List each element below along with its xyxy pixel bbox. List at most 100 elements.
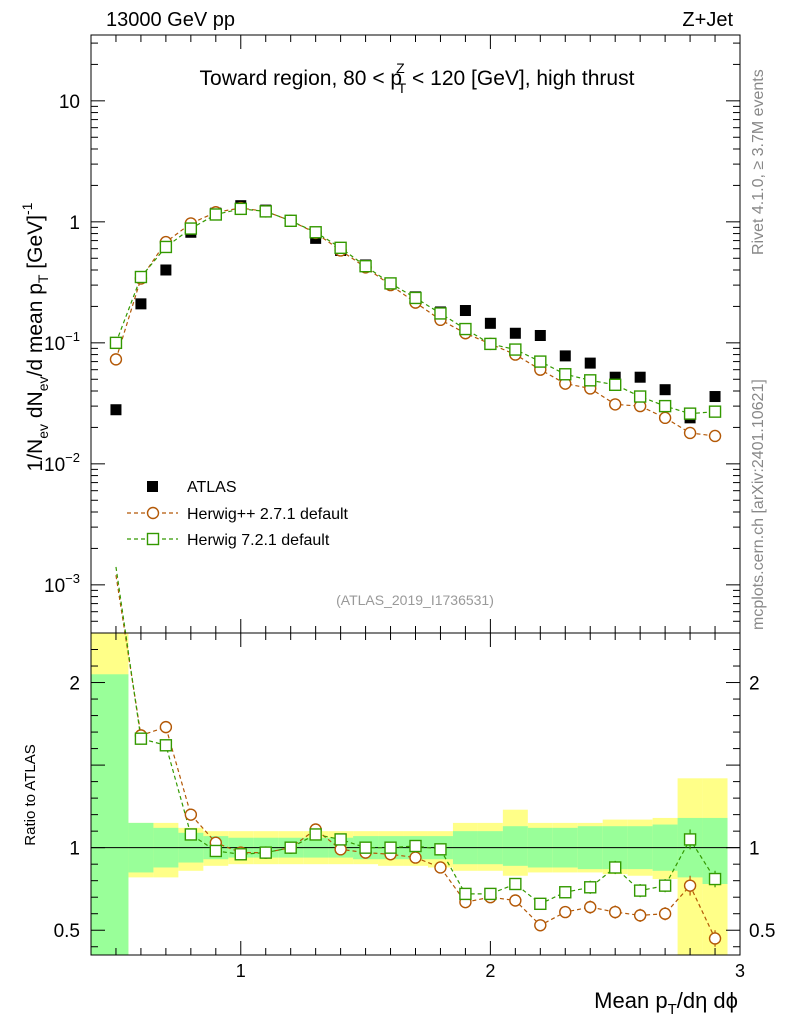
title-sub: T (398, 80, 407, 96)
herwig7-point (633, 390, 647, 403)
herwig7-ratio-point (134, 732, 148, 745)
main-ylabel: 1/Nev dNev/d mean pT [GeV]-1 (19, 202, 51, 471)
herwigpp-ratio-point (708, 932, 722, 945)
herwig7-ratio-point (309, 828, 322, 841)
atlas-point (584, 357, 596, 369)
herwig7-ratio-point (359, 841, 372, 854)
herwig7-ratio-point (559, 886, 572, 899)
herwig7-ratio-point (708, 872, 722, 886)
herwig7-line (115, 208, 716, 415)
y-tick-label: 10−3 (44, 571, 80, 597)
atlas-point (110, 404, 122, 416)
herwig7-ratio-point (209, 844, 223, 858)
herwig7-ratio-point (284, 841, 297, 854)
atlas-point (559, 350, 571, 362)
atlas-point (509, 327, 521, 339)
main-panel: 10 1 10−1 10−2 10−3 Toward region, 80 < pZ T … (19, 34, 741, 634)
herwig7-ratio-point (584, 881, 597, 894)
herwigpp-ratio-point (633, 909, 647, 922)
herwigpp-ratio-point (534, 919, 547, 932)
process-label: Z+Jet (682, 9, 733, 31)
herwig7-ratio-point (259, 846, 272, 859)
herwig7-ratio-point (633, 884, 647, 897)
herwig7-point (434, 307, 447, 320)
legend-herwigpp-marker (146, 506, 160, 520)
analysis-id: (ATLAS_2019_I1736531) (336, 592, 494, 608)
rivet-label: Rivet 4.1.0, ≥ 3.7M events (750, 69, 767, 255)
herwig7-ratio-point (184, 828, 198, 841)
atlas-point (534, 329, 546, 341)
herwig7-ratio-point (683, 833, 697, 846)
herwig7-point (334, 241, 347, 255)
y-tick-label: 10−2 (44, 450, 80, 476)
y-tick-label: 10 (59, 92, 80, 113)
atlas-point (484, 317, 496, 329)
herwig7-point (459, 322, 472, 336)
herwig7-point (584, 374, 597, 387)
legend-atlas-marker (147, 481, 158, 492)
herwig7-ratio-point (334, 833, 347, 846)
herwig7-point (109, 336, 123, 350)
herwig7-point (658, 399, 672, 413)
ratio-y-tick-label-right: 0.5 (749, 921, 775, 942)
plot-title: Toward region, 80 < pZ T < 120 [GeV], hig… (200, 60, 635, 96)
herwig7-point (134, 270, 148, 284)
ratio-y-tick-label: 1 (69, 839, 80, 860)
ratio-panel: 1 2 3 2 2 1 1 0.5 0.5 Ratio to ATLAS Mean pT/dη… (22, 566, 775, 1018)
herwig7-ratio-point (409, 839, 422, 853)
legend-herwigpp-label: Herwig++ 2.7.1 default (187, 506, 349, 523)
x-tick-label: 1 (236, 961, 246, 981)
atlas-point (135, 298, 147, 310)
herwigpp-point (109, 353, 123, 366)
legend-atlas-label: ATLAS (187, 479, 237, 496)
herwigpp-ratio-point (509, 894, 522, 907)
herwig7-point (409, 291, 422, 305)
x-tick-label: 3 (735, 961, 745, 981)
herwig7-ratio-point (658, 879, 672, 892)
herwigpp-point (608, 398, 622, 411)
ratio-y-tick-label-right: 1 (749, 839, 760, 860)
herwig7-point (159, 240, 173, 254)
stat-uncertainty-band (502, 826, 528, 866)
herwig7-ratio-point (234, 848, 247, 861)
herwig7-point (209, 208, 223, 221)
herwig7-point (484, 337, 497, 351)
xaxis-label: Mean pT/dη dϕ (594, 988, 738, 1018)
legend: ATLAS Herwig++ 2.7.1 default Herwig 7.2.… (127, 479, 349, 549)
herwigpp-ratio-point (658, 907, 672, 920)
y-tick-label: 1 (69, 213, 80, 234)
herwigpp-ratio-point (434, 861, 447, 874)
energy-label: 13000 GeV pp (106, 9, 235, 31)
herwigpp-ratio-point (559, 905, 572, 919)
herwig7-point (384, 277, 397, 290)
herwig7-point (708, 405, 722, 418)
title-sup: Z (396, 60, 405, 76)
ratio-y-tick-label: 2 (69, 674, 80, 695)
atlas-point (709, 391, 721, 403)
herwigpp-line (115, 207, 716, 437)
herwig7-ratio-point (459, 887, 472, 901)
ratio-y-tick-label: 0.5 (54, 921, 80, 942)
herwigpp-point (708, 429, 722, 443)
herwigpp-ratio-point (608, 905, 622, 919)
x-tick-label: 2 (485, 961, 495, 981)
atlas-point (634, 371, 646, 383)
herwigpp-ratio-point (584, 900, 597, 914)
herwigpp-ratio-point (184, 808, 198, 821)
herwig7-ratio-point (509, 877, 522, 891)
ratio-ylabel: Ratio to ATLAS (22, 744, 39, 845)
herwig7-ratio-point (534, 897, 547, 911)
herwigpp-ratio-point (683, 879, 697, 892)
herwig7-point (184, 222, 198, 235)
herwigpp-ratio-point (409, 851, 422, 864)
herwig7-point (534, 355, 547, 368)
y-tick-label: 10−1 (44, 329, 80, 355)
herwig7-ratio-point (384, 841, 397, 854)
herwig7-point (284, 214, 297, 227)
herwig7-ratio-point (484, 887, 497, 901)
herwigpp-ratio-point (159, 720, 173, 734)
herwig7-point (608, 378, 622, 392)
legend-herwig7-marker (146, 532, 160, 546)
atlas-point (609, 371, 621, 383)
